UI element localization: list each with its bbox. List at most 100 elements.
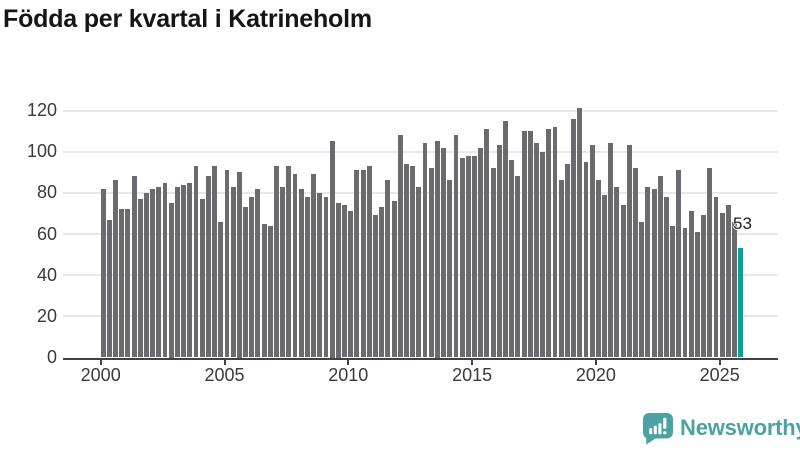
bar	[174, 186, 180, 358]
bar	[397, 135, 403, 358]
bar	[707, 168, 713, 358]
x-axis-line	[63, 357, 778, 360]
bar	[602, 194, 607, 358]
bar	[713, 196, 719, 358]
x-axis-tick	[99, 357, 102, 365]
bar	[694, 231, 700, 358]
bar	[119, 209, 125, 358]
bar	[459, 157, 465, 358]
bar	[701, 215, 707, 358]
x-axis-tick	[223, 357, 226, 365]
x-axis-tick-label: 2010	[328, 365, 369, 385]
bar	[670, 225, 676, 358]
bar	[199, 199, 205, 358]
bar	[534, 143, 539, 358]
bar	[156, 186, 162, 358]
bar	[304, 196, 310, 358]
bar-highlighted	[738, 248, 744, 358]
bar	[329, 141, 335, 358]
bar	[577, 108, 583, 358]
bar	[354, 170, 360, 358]
x-axis-tick-label: 2000	[80, 365, 121, 385]
bar	[125, 209, 131, 358]
x-axis-tick-label: 2005	[204, 365, 245, 385]
bar	[620, 205, 626, 358]
bar	[645, 186, 651, 358]
bar	[218, 221, 224, 358]
bar	[583, 161, 589, 358]
bar	[682, 227, 688, 358]
bar	[131, 176, 137, 358]
bar	[564, 164, 570, 358]
bar	[137, 199, 143, 358]
bar	[162, 182, 168, 358]
bar	[422, 143, 428, 358]
bar	[193, 166, 199, 358]
bar	[261, 223, 267, 358]
bar	[181, 184, 187, 358]
bar	[552, 126, 558, 358]
bar	[404, 164, 409, 358]
bar	[311, 174, 317, 358]
bar	[651, 188, 657, 358]
last-value-annotation: 53	[733, 214, 752, 233]
x-axis-tick	[347, 357, 350, 365]
bar	[719, 213, 725, 358]
bar	[150, 188, 156, 358]
bar	[509, 159, 515, 358]
bar	[465, 155, 471, 358]
bar	[230, 186, 236, 358]
bar	[608, 143, 614, 358]
bar	[589, 145, 595, 358]
bar	[515, 176, 521, 358]
bar	[546, 129, 552, 358]
bar	[732, 221, 737, 358]
gridline	[63, 109, 778, 112]
bar	[113, 180, 118, 358]
bar	[447, 180, 453, 358]
bar	[472, 155, 477, 358]
bar	[391, 201, 397, 358]
y-axis-tick-label: 80	[36, 182, 57, 203]
bar	[292, 174, 298, 358]
bar	[280, 186, 286, 358]
bar	[323, 196, 329, 358]
y-axis-tick-label: 120	[26, 100, 57, 120]
bar	[373, 215, 378, 358]
bar	[676, 170, 682, 358]
bar	[558, 180, 564, 358]
x-axis-tick	[594, 357, 597, 365]
bar	[249, 196, 255, 358]
bar	[496, 145, 502, 358]
bar	[168, 203, 174, 358]
bar	[688, 211, 694, 358]
bar	[317, 192, 323, 358]
newsworthy-watermark: Newsworthy	[643, 413, 800, 445]
bar	[639, 221, 645, 358]
bar	[255, 188, 261, 358]
bar	[379, 207, 385, 358]
bar	[614, 186, 620, 358]
y-axis-tick-label: 100	[26, 141, 57, 162]
bar	[366, 166, 372, 358]
bar	[416, 186, 422, 358]
bar	[274, 166, 279, 358]
bar	[286, 166, 292, 358]
bar	[348, 211, 354, 358]
bar	[236, 172, 242, 358]
bar	[657, 176, 663, 358]
bar	[503, 120, 508, 358]
bar	[100, 188, 106, 358]
bar	[478, 147, 484, 358]
y-axis-tick-label: 20	[36, 305, 57, 326]
bar	[410, 166, 416, 358]
bar	[224, 170, 230, 358]
x-axis-tick	[471, 357, 474, 365]
bar	[144, 192, 149, 358]
bar	[205, 176, 211, 358]
bar	[484, 129, 490, 358]
y-axis-tick-label: 40	[36, 264, 57, 285]
bar	[441, 147, 447, 358]
bar	[453, 135, 459, 358]
